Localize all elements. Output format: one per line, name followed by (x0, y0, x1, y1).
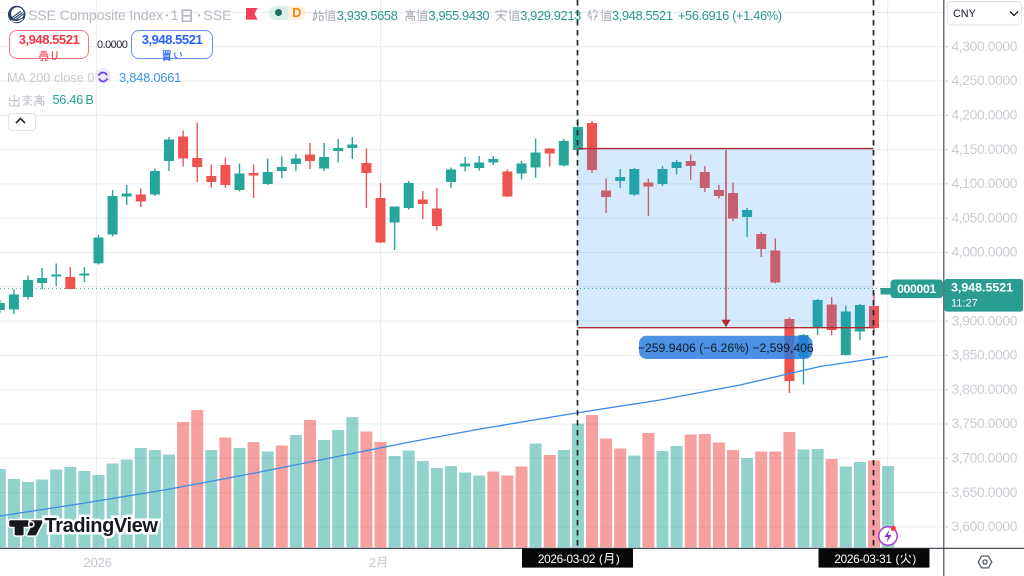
svg-text:3,600.0000: 3,600.0000 (952, 519, 1018, 534)
svg-text:2026-03-31: 2026-03-31 (834, 552, 891, 566)
svg-text:4,050.0000: 4,050.0000 (952, 210, 1018, 225)
svg-text:4,300.0000: 4,300.0000 (952, 39, 1018, 54)
svg-text:(: ( (599, 554, 603, 566)
svg-text:3,750.0000: 3,750.0000 (952, 416, 1018, 431)
svg-text:4,250.0000: 4,250.0000 (952, 73, 1018, 88)
svg-text:): ) (913, 554, 917, 566)
svg-text:11:27: 11:27 (951, 298, 978, 310)
svg-text:4,150.0000: 4,150.0000 (952, 142, 1018, 157)
svg-text:2: 2 (369, 555, 376, 570)
svg-text:CNY: CNY (953, 8, 976, 20)
svg-text:000001: 000001 (897, 282, 936, 296)
svg-text:): ) (616, 554, 620, 566)
svg-text:4,200.0000: 4,200.0000 (952, 108, 1018, 123)
svg-text:3,900.0000: 3,900.0000 (952, 313, 1018, 328)
svg-text:4,100.0000: 4,100.0000 (952, 176, 1018, 191)
svg-text:3,800.0000: 3,800.0000 (952, 382, 1018, 397)
svg-text:4,000.0000: 4,000.0000 (952, 245, 1018, 260)
svg-text:3,700.0000: 3,700.0000 (952, 451, 1018, 466)
svg-text:(: ( (896, 554, 900, 566)
svg-text:3,650.0000: 3,650.0000 (952, 485, 1018, 500)
svg-text:2026: 2026 (83, 555, 111, 570)
svg-text:3,948.5521: 3,948.5521 (951, 281, 1013, 295)
svg-text:3,850.0000: 3,850.0000 (952, 348, 1018, 363)
svg-text:2026-03-02: 2026-03-02 (538, 552, 595, 566)
svg-text:−259.9406 (−6.26%) −2,599,406: −259.9406 (−6.26%) −2,599,406 (638, 341, 814, 355)
